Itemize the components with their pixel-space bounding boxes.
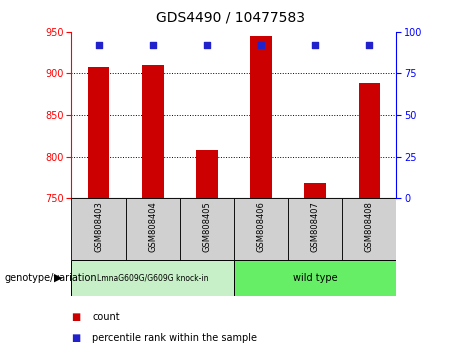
Point [312,42,319,48]
Bar [71,260,234,296]
Bar [304,183,326,198]
Point [203,42,211,48]
Text: GSM808404: GSM808404 [148,201,157,252]
Text: GSM808408: GSM808408 [365,201,374,252]
Bar [234,260,396,296]
Bar [196,150,218,198]
Text: count: count [92,312,120,322]
Bar [180,198,234,260]
Bar [88,67,109,198]
Text: GSM808405: GSM808405 [202,201,212,252]
Text: genotype/variation: genotype/variation [5,273,97,283]
Text: percentile rank within the sample: percentile rank within the sample [92,333,257,343]
Bar [71,198,125,260]
Text: GSM808406: GSM808406 [256,201,266,252]
Point [95,42,102,48]
Text: ■: ■ [71,312,81,322]
Text: wild type: wild type [293,273,337,283]
Bar [142,65,164,198]
Bar [125,198,180,260]
Text: ■: ■ [71,333,81,343]
Point [257,42,265,48]
Bar [288,198,342,260]
Point [366,42,373,48]
Text: GSM808407: GSM808407 [311,201,320,252]
Bar [234,198,288,260]
Bar [250,36,272,198]
Point [149,42,156,48]
Bar [359,84,380,198]
Text: GSM808403: GSM808403 [94,201,103,252]
Text: LmnaG609G/G609G knock-in: LmnaG609G/G609G knock-in [97,273,208,282]
Bar [342,198,396,260]
Text: ▶: ▶ [54,273,62,283]
Text: GDS4490 / 10477583: GDS4490 / 10477583 [156,11,305,25]
